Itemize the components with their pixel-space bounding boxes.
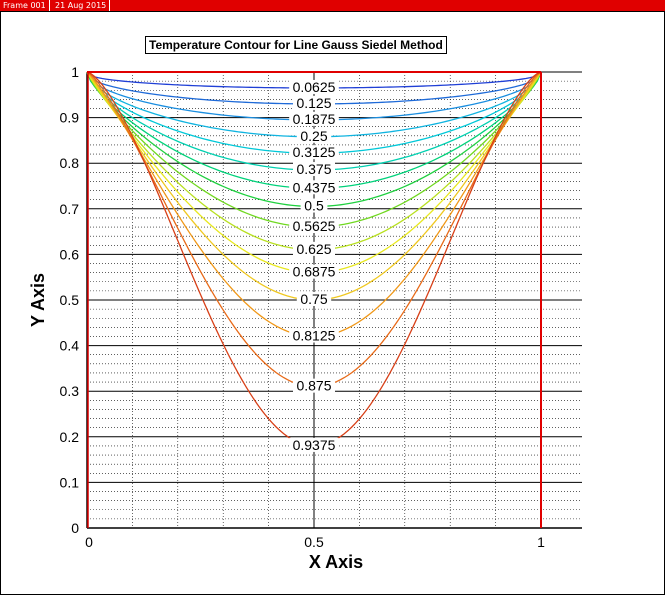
contour-label: 0.0625 xyxy=(293,79,336,95)
frame-date: 21 Aug 2015 xyxy=(52,0,111,11)
contour-label-bg xyxy=(289,219,339,234)
contour-label: 0.3125 xyxy=(293,144,336,160)
contour-label-bg xyxy=(289,437,339,452)
y-tick-label: 0.7 xyxy=(60,201,80,217)
contour-label-bg xyxy=(289,328,339,343)
contour-label: 0.75 xyxy=(300,291,327,307)
frame-name: Frame 001 xyxy=(0,0,50,11)
contour-label-bg xyxy=(289,79,339,94)
y-tick-label: 0.1 xyxy=(60,474,80,490)
contour-label: 0.375 xyxy=(296,161,331,177)
contour-label: 0.875 xyxy=(296,378,331,394)
grid-layer xyxy=(86,71,582,529)
contour-label-bg xyxy=(300,198,328,213)
y-tick-label: 0.3 xyxy=(60,383,80,399)
tick-layer: 0 0.1 0.2 0.3 0.4 0.5 0.6 0.7 0.8 0.9 1 0 0.5 1 xyxy=(60,64,546,550)
contour-label: 0.8125 xyxy=(293,327,336,343)
contour-label-bg xyxy=(293,241,335,256)
contour-label: 0.625 xyxy=(296,241,331,257)
y-tick-label: 0.2 xyxy=(60,429,80,445)
contour-label-bg xyxy=(289,111,339,126)
contour-label: 0.4375 xyxy=(293,179,336,195)
chart-title: Temperature Contour for Line Gauss Siede… xyxy=(145,36,447,54)
contour-label: 0.25 xyxy=(300,128,327,144)
contour-label-bg xyxy=(296,292,332,306)
x-tick-label: 0.5 xyxy=(304,534,324,550)
contour-label-bg xyxy=(289,264,339,279)
y-tick-label: 0.4 xyxy=(60,338,80,354)
contour-label-bg xyxy=(293,162,335,177)
contour-label: 0.1875 xyxy=(293,111,336,127)
x-tick-label: 0 xyxy=(85,534,93,550)
contour-label-bg xyxy=(293,378,335,393)
y-tick-label: 0.5 xyxy=(60,292,80,308)
contour-label: 0.125 xyxy=(296,95,331,111)
y-tick-label: 0.6 xyxy=(60,246,80,262)
y-tick-label: 1 xyxy=(71,64,79,80)
contour-label: 0.9375 xyxy=(293,437,336,453)
contour-label: 0.6875 xyxy=(293,264,336,280)
contour-label-bg xyxy=(289,180,339,195)
frame-header-bar: Frame 001 21 Aug 2015 xyxy=(0,0,665,11)
contour-label-bg xyxy=(293,95,335,110)
y-tick-label: 0.8 xyxy=(60,155,80,171)
y-tick-label: 0.9 xyxy=(60,110,80,126)
contour-label-bg xyxy=(289,145,339,160)
y-tick-label: 0 xyxy=(71,520,79,536)
contour-label: 0.5 xyxy=(304,198,324,214)
boundary-layer xyxy=(87,71,542,528)
x-axis-label: X Axis xyxy=(309,552,363,572)
y-axis-label: Y Axis xyxy=(28,273,48,327)
contour-label: 0.5625 xyxy=(293,218,336,234)
x-tick-label: 1 xyxy=(537,534,545,550)
contour-label-bg xyxy=(296,128,332,143)
